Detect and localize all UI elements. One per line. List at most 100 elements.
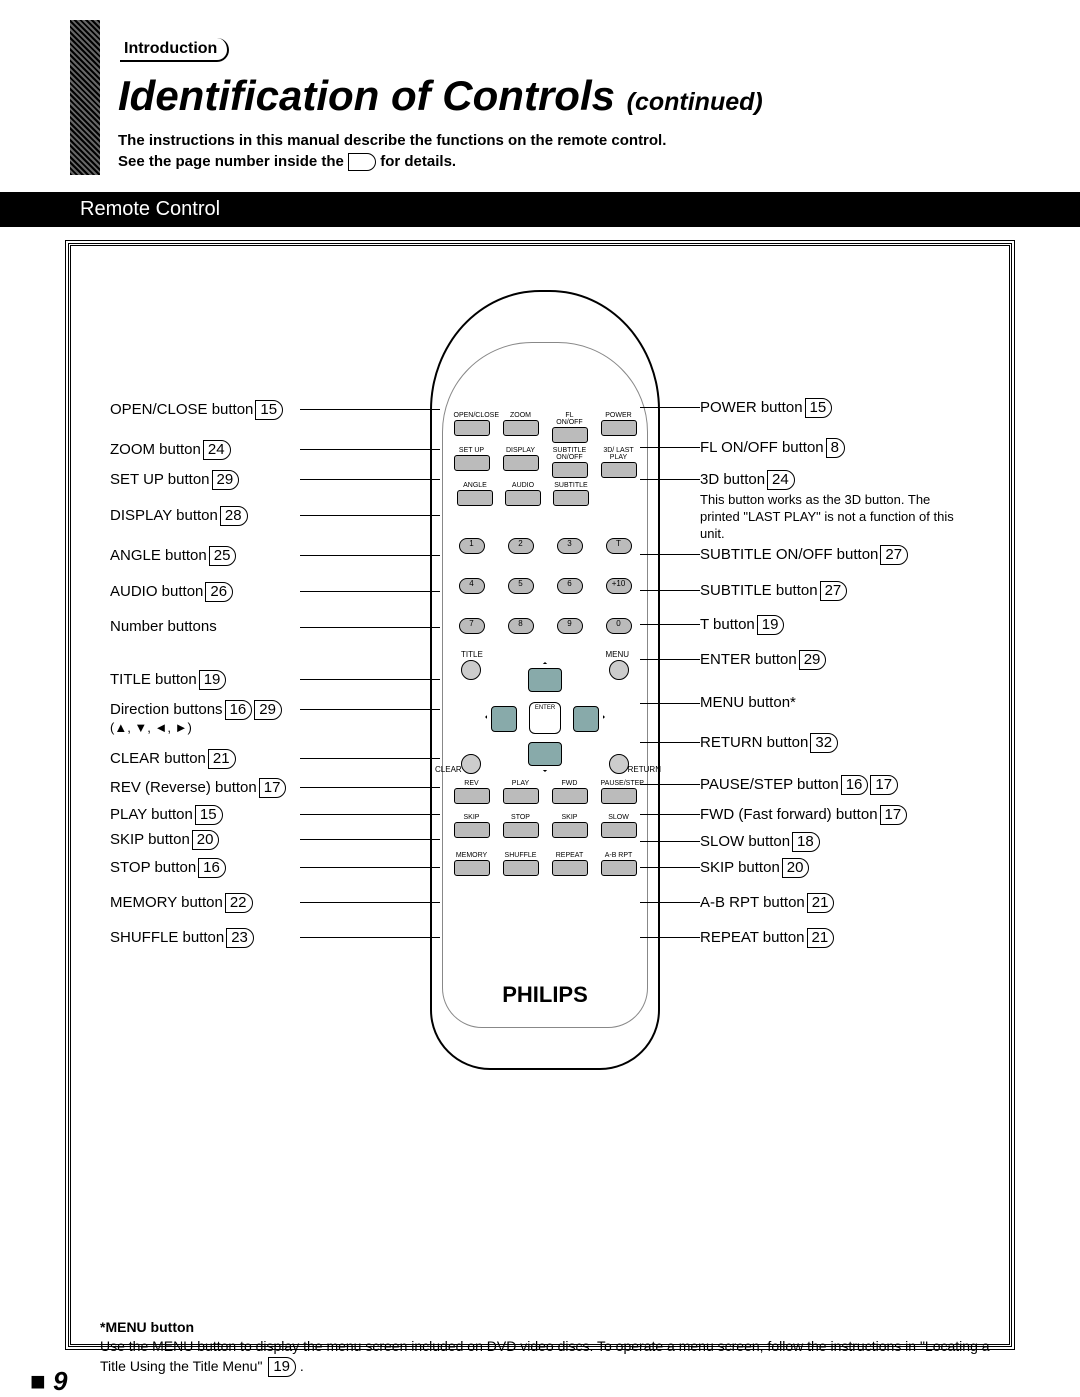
- leader-line: [640, 937, 700, 938]
- intro-line1: The instructions in this manual describe…: [118, 130, 666, 151]
- callout-right-9: PAUSE/STEP button1617: [700, 775, 898, 795]
- lbl: PAUSE/STEP: [601, 780, 637, 787]
- leader-line: [640, 703, 700, 704]
- callout-label: ANGLE button: [110, 547, 207, 564]
- callout-label: STOP button: [110, 859, 196, 876]
- callout-left-7: TITLE button19: [110, 670, 226, 690]
- lbl: 0: [606, 618, 632, 634]
- leader-line: [300, 787, 440, 788]
- callout-label: T button: [700, 616, 755, 633]
- callout-label: DISPLAY button: [110, 507, 218, 524]
- btn-fwd: FWD: [552, 780, 588, 804]
- callout-left-14: MEMORY button22: [110, 893, 253, 913]
- leader-line: [300, 679, 440, 680]
- leader-line: [300, 449, 440, 450]
- callout-label: SKIP button: [700, 859, 780, 876]
- btn-3d: 3D/ LAST PLAY: [601, 447, 637, 478]
- numrow1: 1 2 3 T: [447, 537, 643, 554]
- leader-line: [640, 554, 700, 555]
- lbl: SHUFFLE: [503, 852, 539, 859]
- btn-1: 1: [454, 537, 490, 554]
- leader-line: [640, 902, 700, 903]
- btn-3: 3: [552, 537, 588, 554]
- callout-label: PLAY button: [110, 806, 193, 823]
- title-main: Identification of Controls: [118, 72, 615, 119]
- numrow2: 4 5 6 +10: [447, 577, 643, 594]
- pageref: 17: [880, 805, 908, 825]
- leader-line: [300, 479, 440, 480]
- arrow-up-icon: [528, 668, 562, 692]
- callout-right-13: A-B RPT button21: [700, 893, 834, 913]
- pageref: 19: [757, 615, 785, 635]
- callout-label: MEMORY button: [110, 894, 223, 911]
- leader-line: [300, 867, 440, 868]
- btn-t: T: [601, 537, 637, 554]
- callout-right-10: FWD (Fast forward) button17: [700, 805, 907, 825]
- callout-right-4: SUBTITLE button27: [700, 581, 847, 601]
- lbl-clear: CLEAR: [435, 765, 462, 774]
- callout-label: SUBTITLE ON/OFF button: [700, 546, 878, 563]
- arrow-down-icon: [528, 742, 562, 766]
- arrow-left-icon: [491, 706, 517, 732]
- btn-repeat: REPEAT: [552, 852, 588, 876]
- leader-line: [300, 814, 440, 815]
- pageref: 21: [807, 928, 835, 948]
- lbl-menu: MENU: [605, 650, 629, 659]
- lbl: OPEN/CLOSE: [454, 412, 490, 419]
- btn-audio: AUDIO: [505, 482, 541, 506]
- lbl: 9: [557, 618, 583, 634]
- pageref: 21: [807, 893, 835, 913]
- callout-label: ENTER button: [700, 651, 797, 668]
- lbl: MEMORY: [454, 852, 490, 859]
- row3: ANGLE AUDIO SUBTITLE: [447, 482, 643, 506]
- btn-skip-back: SKIP: [454, 814, 490, 838]
- callout-label: A-B RPT button: [700, 894, 805, 911]
- callout-label: POWER button: [700, 399, 803, 416]
- callout-label: REV (Reverse) button: [110, 779, 257, 796]
- btn-open-close: OPEN/CLOSE: [454, 412, 490, 443]
- btn-flonoff: FL ON/OFF: [552, 412, 588, 443]
- btn-setup: SET UP: [454, 447, 490, 478]
- pageref: 21: [208, 749, 236, 769]
- leader-line: [300, 937, 440, 938]
- lbl: 1: [459, 538, 485, 554]
- callout-right-1: FL ON/OFF button8: [700, 438, 845, 458]
- callout-label: SHUFFLE button: [110, 929, 224, 946]
- btn-memory: MEMORY: [454, 852, 490, 876]
- lbl: REV: [454, 780, 490, 787]
- row1: OPEN/CLOSE ZOOM FL ON/OFF POWER: [447, 412, 643, 443]
- callout-left-11: PLAY button15: [110, 805, 223, 825]
- lbl: T: [606, 538, 632, 554]
- leader-line: [300, 555, 440, 556]
- lbl: FWD: [552, 780, 588, 787]
- callout-right-6: ENTER button29: [700, 650, 826, 670]
- lbl: 3: [557, 538, 583, 554]
- pageref: 23: [226, 928, 254, 948]
- brand-label: PHILIPS: [432, 982, 658, 1008]
- callout-label: SKIP button: [110, 831, 190, 848]
- callout-right-8: RETURN button32: [700, 733, 838, 753]
- btn-shuffle: SHUFFLE: [503, 852, 539, 876]
- pageref: 20: [782, 858, 810, 878]
- pageref: 15: [195, 805, 223, 825]
- callout-label: FWD (Fast forward) button: [700, 806, 878, 823]
- pageref: 25: [209, 546, 237, 566]
- callout-left-2: SET UP button29: [110, 470, 239, 490]
- lbl: SKIP: [454, 814, 490, 821]
- leader-line: [640, 407, 700, 408]
- leader-line: [640, 841, 700, 842]
- callout-label: MENU button*: [700, 694, 796, 711]
- leader-line: [300, 839, 440, 840]
- btn-slow: SLOW: [601, 814, 637, 838]
- callout-label: RETURN button: [700, 734, 808, 751]
- leader-line: [640, 659, 700, 660]
- callout-right-0: POWER button15: [700, 398, 832, 418]
- lbl: POWER: [601, 412, 637, 419]
- page-title: Identification of Controls (continued): [118, 72, 763, 120]
- row-play: REV PLAY FWD PAUSE/STEP: [447, 780, 643, 804]
- callout-label: SLOW button: [700, 833, 790, 850]
- leader-line: [640, 784, 700, 785]
- btn-abrpt: A-B RPT: [601, 852, 637, 876]
- callout-right-3: SUBTITLE ON/OFF button27: [700, 545, 908, 565]
- lbl: SET UP: [454, 447, 490, 454]
